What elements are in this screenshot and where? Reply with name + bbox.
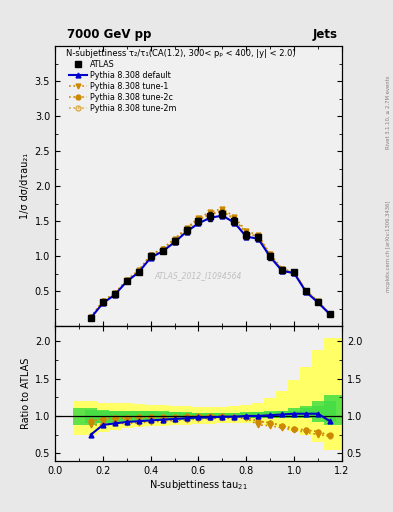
Y-axis label: Ratio to ATLAS: Ratio to ATLAS — [20, 358, 31, 429]
Y-axis label: 1/σ dσ/dτau₂₁: 1/σ dσ/dτau₂₁ — [20, 153, 31, 219]
Text: 7000 GeV pp: 7000 GeV pp — [67, 28, 151, 41]
Text: Rivet 3.1.10, ≥ 2.7M events: Rivet 3.1.10, ≥ 2.7M events — [386, 76, 391, 150]
Text: N-subjettiness τ₂/τ₁(CA(1.2), 300< pₚ < 400, |y| < 2.0): N-subjettiness τ₂/τ₁(CA(1.2), 300< pₚ < … — [66, 49, 296, 58]
X-axis label: N-subjettiness tau$_{21}$: N-subjettiness tau$_{21}$ — [149, 478, 248, 493]
Text: Jets: Jets — [313, 28, 338, 41]
Text: ATLAS_2012_I1094564: ATLAS_2012_I1094564 — [155, 271, 242, 281]
Legend: ATLAS, Pythia 8.308 default, Pythia 8.308 tune-1, Pythia 8.308 tune-2c, Pythia 8: ATLAS, Pythia 8.308 default, Pythia 8.30… — [68, 58, 178, 115]
Text: mcplots.cern.ch [arXiv:1306.3436]: mcplots.cern.ch [arXiv:1306.3436] — [386, 200, 391, 291]
